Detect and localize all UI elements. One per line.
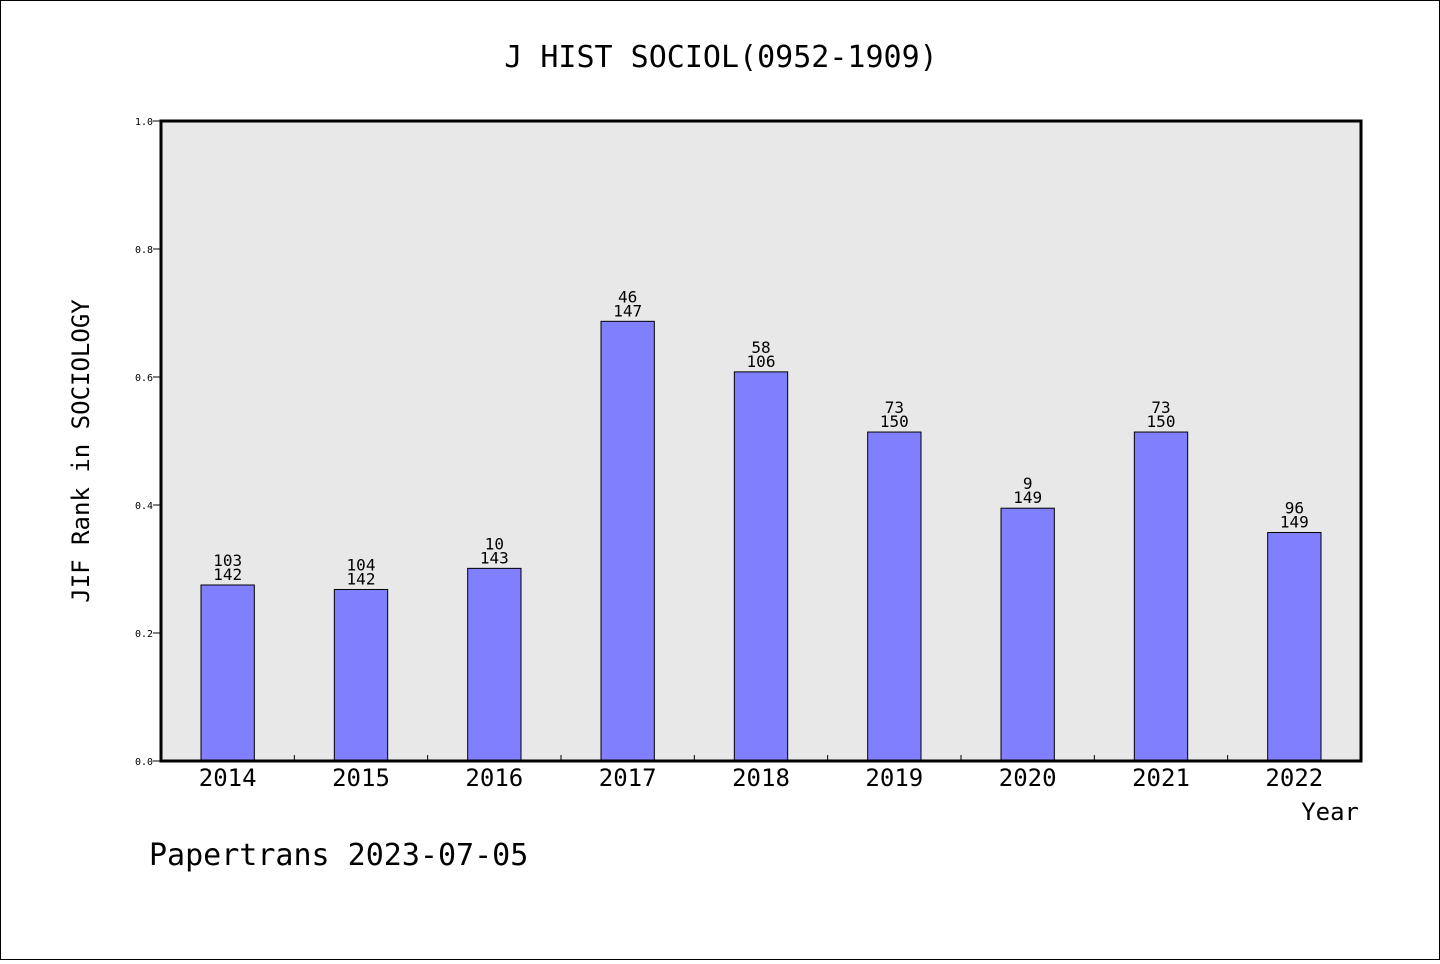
bar-rank-label: 10 bbox=[485, 534, 504, 553]
x-tick-label: 2014 bbox=[199, 764, 257, 792]
y-tick-label: 0.2 bbox=[135, 629, 153, 640]
y-axis-label: JIF Rank in SOCIOLOGY bbox=[67, 299, 95, 603]
y-tick-label: 0.0 bbox=[135, 757, 153, 768]
y-tick-label: 1.0 bbox=[135, 117, 153, 128]
bar-rank-label: 73 bbox=[1151, 398, 1170, 417]
bar-total-label: 150 bbox=[1147, 412, 1176, 431]
bar-total-label: 143 bbox=[480, 548, 509, 567]
bar-total-label: 142 bbox=[347, 569, 376, 588]
y-tick-label: 0.8 bbox=[135, 245, 153, 256]
bar-total-label: 142 bbox=[213, 565, 242, 584]
bar-2021 bbox=[1133, 431, 1189, 762]
x-tick-label: 2021 bbox=[1132, 764, 1190, 792]
bar-total-label: 149 bbox=[1280, 513, 1309, 532]
bar-rank-label: 73 bbox=[885, 398, 904, 417]
x-tick-label: 2020 bbox=[999, 764, 1057, 792]
bar-rank-label: 46 bbox=[618, 287, 637, 306]
y-tick-label: 0.4 bbox=[135, 501, 153, 512]
bar-total-label: 147 bbox=[613, 301, 642, 320]
plot-frame bbox=[159, 119, 1363, 763]
bar-labels-group: 1031421041421014346147581067315091497315… bbox=[213, 287, 1309, 588]
x-tick-label: 2017 bbox=[599, 764, 657, 792]
bar-2015 bbox=[333, 588, 389, 762]
bar-rank-label: 58 bbox=[751, 338, 770, 357]
y-tick-label: 0.6 bbox=[135, 373, 153, 384]
y-axis: 0.0 0.2 0.4 0.6 0.8 1.0 bbox=[135, 117, 161, 768]
x-tick-label: 2016 bbox=[465, 764, 523, 792]
bar-rank-label: 9 bbox=[1023, 474, 1033, 493]
footer-credit: Papertrans 2023-07-05 bbox=[149, 838, 528, 873]
bar-2017 bbox=[600, 320, 655, 762]
bar-2019 bbox=[867, 431, 922, 762]
bar-total-label: 150 bbox=[880, 412, 909, 431]
bar-rank-label: 104 bbox=[347, 555, 376, 574]
x-tick-label: 2015 bbox=[332, 764, 390, 792]
bar-2018 bbox=[733, 371, 789, 762]
bars-group bbox=[200, 320, 1322, 762]
bar-total-label: 106 bbox=[747, 352, 776, 371]
bar-2020 bbox=[1000, 507, 1055, 762]
bar-total-label: 149 bbox=[1013, 488, 1042, 507]
bar-2022 bbox=[1267, 532, 1322, 762]
x-axis: 2014 2015 2016 2017 2018 2019 2020 2021 2022 bbox=[199, 755, 1323, 792]
bar-rank-label: 103 bbox=[213, 551, 242, 570]
chart-title: J HIST SOCIOL(0952-1909) bbox=[504, 40, 937, 75]
x-tick-label: 2019 bbox=[865, 764, 923, 792]
x-tick-label: 2022 bbox=[1265, 764, 1323, 792]
bar-2016 bbox=[467, 567, 522, 762]
x-tick-label: 2018 bbox=[732, 764, 790, 792]
x-axis-label: Year bbox=[1301, 798, 1359, 826]
bar-2014 bbox=[200, 584, 255, 762]
bar-rank-label: 96 bbox=[1285, 499, 1304, 518]
